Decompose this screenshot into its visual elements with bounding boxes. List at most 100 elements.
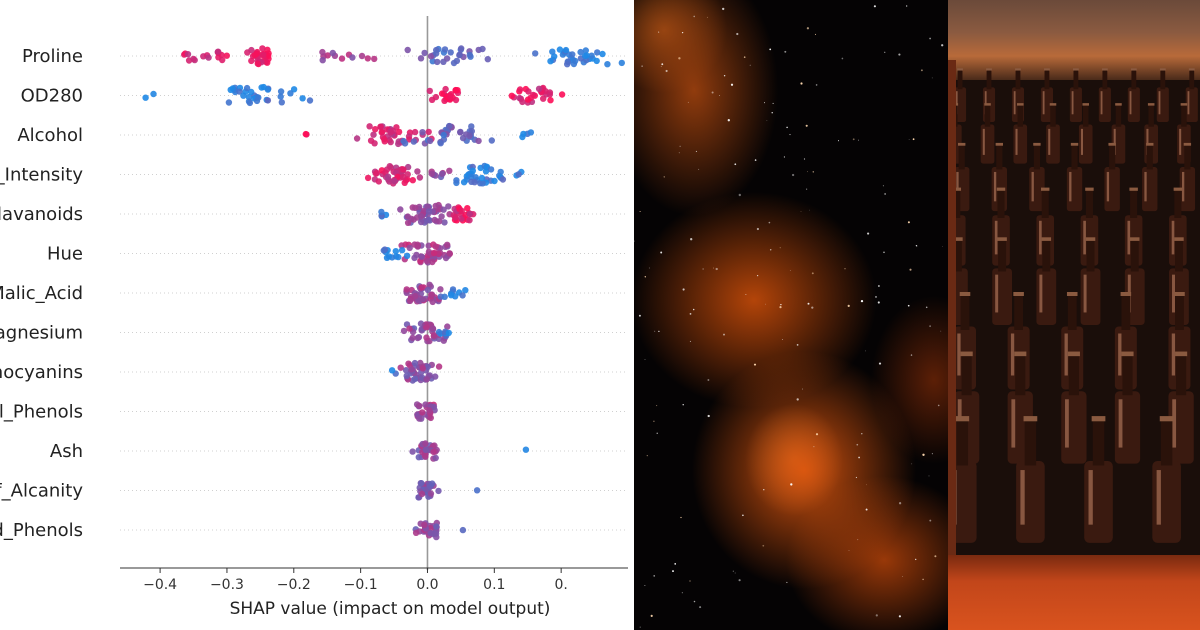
star	[852, 138, 855, 141]
shap-point	[459, 292, 466, 299]
shap-point	[240, 92, 247, 99]
x-tick-label: −0.1	[344, 577, 378, 593]
shap-point	[424, 363, 431, 371]
beer-bottle	[992, 237, 1013, 326]
shap-point	[416, 402, 423, 410]
shap-points	[142, 45, 625, 541]
shap-point	[338, 55, 346, 62]
shap-point	[453, 57, 461, 65]
x-tick-label: −0.4	[143, 577, 177, 593]
star	[861, 433, 863, 435]
shap-point	[264, 97, 272, 104]
shap-point	[418, 480, 425, 487]
shap-point	[424, 203, 431, 210]
shap-point	[438, 213, 445, 220]
star	[736, 32, 739, 36]
star	[907, 304, 910, 307]
star	[648, 267, 650, 269]
x-axis: −0.4 −0.3 −0.2 −0.1 0.0 0.1 0.	[120, 567, 628, 593]
beer-bottle	[1185, 68, 1198, 122]
star	[898, 502, 902, 505]
shap-point	[277, 93, 284, 100]
shap-point	[299, 95, 306, 102]
shap-point	[259, 45, 266, 52]
star	[707, 379, 710, 381]
star	[860, 299, 864, 303]
star	[660, 251, 663, 254]
shap-point	[425, 248, 433, 256]
shap-point	[255, 94, 262, 101]
shap-point	[388, 367, 396, 374]
star	[915, 244, 918, 247]
shap-point	[448, 292, 455, 299]
shap-point	[416, 174, 424, 181]
star	[867, 232, 870, 235]
beer-bottles-photo	[948, 0, 1200, 630]
feature-label: Color_Intensity	[0, 165, 83, 186]
shap-point	[423, 334, 430, 341]
feature-label: OD280	[21, 86, 83, 107]
star	[807, 302, 810, 305]
star	[661, 63, 664, 66]
beer-bottle	[1069, 68, 1082, 122]
feature-gridlines	[120, 55, 628, 531]
star	[734, 572, 736, 574]
star	[712, 267, 714, 269]
shap-point	[599, 50, 606, 58]
shap-point	[429, 480, 436, 487]
feature-label: Alcalinity_of_Alcanity	[0, 481, 83, 502]
star	[689, 313, 692, 315]
shap-point	[466, 217, 473, 224]
shap-point	[458, 45, 465, 52]
shap-point	[468, 123, 475, 130]
star	[806, 188, 808, 190]
shap-point	[428, 96, 436, 104]
star	[937, 404, 940, 407]
beer-bottle	[1013, 103, 1028, 164]
shap-point	[150, 90, 157, 98]
shap-point	[248, 46, 255, 54]
star	[654, 330, 656, 332]
star	[789, 270, 791, 271]
shap-point	[411, 375, 419, 382]
star	[723, 75, 726, 77]
star	[865, 508, 868, 511]
shap-point	[258, 84, 265, 91]
shap-point	[302, 130, 309, 138]
star	[650, 614, 653, 617]
shap-point	[588, 52, 595, 59]
shap-point	[417, 55, 425, 62]
shap-point	[583, 52, 590, 59]
shap-point	[427, 490, 435, 497]
star	[841, 57, 844, 60]
shap-point	[535, 85, 543, 93]
beer-bottle	[1066, 142, 1083, 212]
shap-point	[452, 213, 459, 220]
star	[707, 414, 710, 418]
shap-point	[458, 207, 465, 215]
beer-bottle	[1036, 237, 1057, 326]
beer-bottle	[1168, 351, 1194, 464]
shap-point	[381, 135, 388, 143]
star	[857, 139, 859, 141]
shap-point	[441, 46, 449, 53]
star	[639, 626, 641, 628]
shap-point	[443, 55, 451, 62]
crate-frame	[948, 60, 956, 630]
star	[884, 193, 886, 195]
star	[693, 600, 696, 603]
star	[682, 288, 685, 291]
shap-point	[444, 241, 451, 248]
star	[638, 314, 641, 317]
star	[922, 453, 925, 456]
star	[674, 563, 677, 565]
shap-point	[428, 291, 435, 299]
star	[864, 350, 866, 352]
shap-point	[472, 174, 479, 181]
nebula-photo	[634, 0, 948, 630]
star	[679, 145, 681, 147]
star	[857, 539, 859, 541]
star	[742, 514, 744, 517]
shap-point	[452, 96, 460, 104]
feature-label: Proline	[22, 46, 83, 67]
